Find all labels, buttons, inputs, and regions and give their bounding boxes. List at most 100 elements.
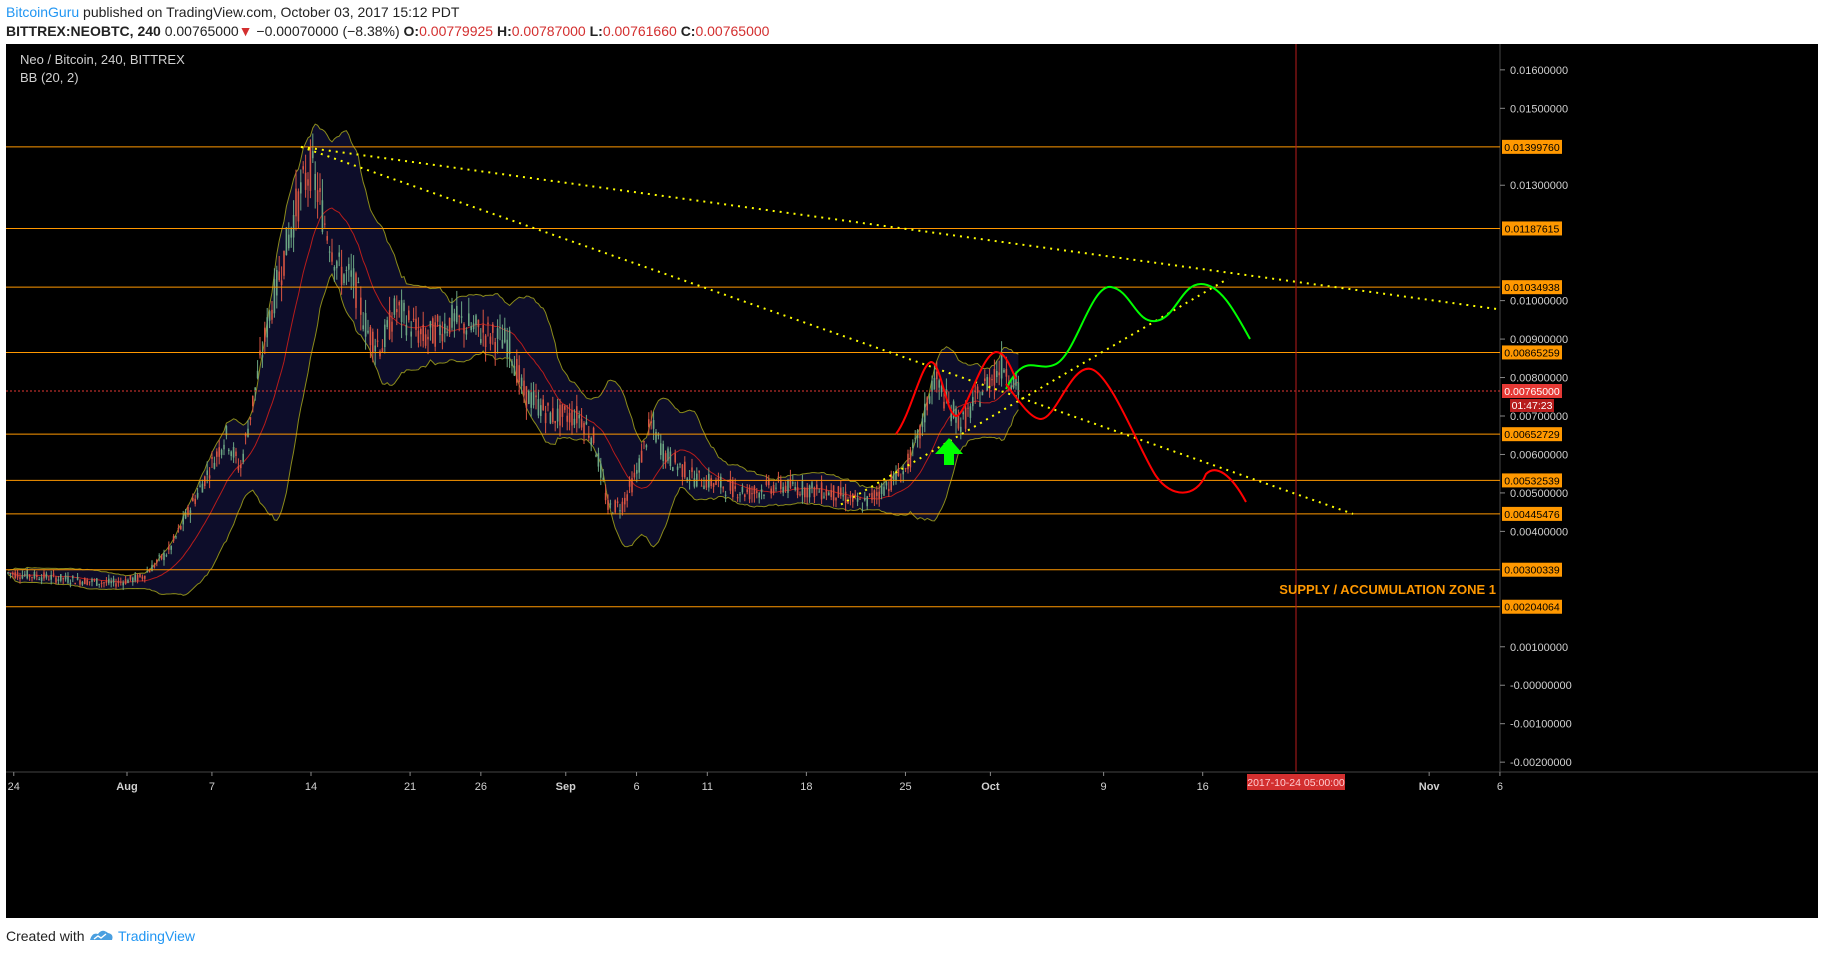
candle-body (249, 417, 252, 420)
candle-body (573, 418, 576, 425)
indicator-label[interactable]: BB (20, 2) (20, 70, 79, 85)
candle-body (417, 330, 420, 343)
bullish-projection[interactable] (1005, 282, 1251, 390)
candle-body (1012, 375, 1015, 388)
candle-body (919, 425, 921, 439)
candle-body (981, 391, 984, 396)
candle-body (660, 443, 662, 456)
candle-body (523, 380, 525, 396)
candle-body (796, 487, 799, 496)
bb-fill (8, 124, 1019, 596)
candle-body (890, 473, 892, 491)
candle-body (722, 487, 724, 489)
candle-body (583, 423, 585, 435)
candle-body (288, 234, 290, 249)
level-price-label: 0.00445476 (1504, 509, 1560, 521)
x-tick-label: 18 (800, 781, 812, 793)
candle-body (127, 579, 129, 584)
candle-body (331, 252, 333, 262)
candle-body (40, 577, 43, 581)
candle-body (904, 468, 907, 470)
x-tick-label: 14 (305, 781, 317, 793)
bearish-projection[interactable] (1005, 367, 1247, 503)
candle-body (187, 506, 189, 516)
y-tick-label: 0.00500000 (1510, 488, 1568, 500)
candle-body (609, 503, 612, 505)
candle-body (256, 370, 259, 379)
level-price-tag (1502, 221, 1562, 236)
candle-body (835, 497, 837, 501)
candle-body (463, 323, 465, 334)
candle-body (43, 572, 45, 579)
candle-body (316, 190, 319, 202)
candle-body (448, 317, 451, 334)
candle-body (244, 434, 247, 437)
candle-body (283, 250, 285, 276)
candle-body (153, 564, 156, 568)
tradingview-link[interactable]: TradingView (118, 928, 196, 944)
candle-body (698, 470, 700, 473)
candle-body (86, 579, 88, 585)
candle-body (837, 486, 840, 498)
candle-body (518, 365, 520, 383)
candle-body (208, 475, 211, 479)
candle-body (391, 321, 393, 332)
candle-body (554, 420, 556, 424)
y-tick-label: 0.00900000 (1510, 334, 1568, 346)
candle-body (950, 413, 952, 422)
upper-trendline[interactable] (300, 145, 1501, 311)
candle-body (45, 573, 48, 578)
high-value: 0.00787000 (511, 23, 586, 39)
candle-body (326, 236, 328, 241)
candle-body (540, 405, 542, 417)
candle-body (614, 500, 616, 513)
down-arrow-icon: ▼ (238, 23, 253, 39)
candle-body (952, 401, 955, 419)
candle-body (501, 339, 504, 349)
candle-body (628, 480, 631, 487)
price-chart[interactable]: 0.01600000 0.01500000 0.01300000 0.01000000… (6, 44, 1818, 918)
candle-body (422, 324, 424, 341)
candle-body (938, 380, 940, 388)
candle-body (300, 182, 302, 194)
close-label: C: (680, 23, 696, 39)
candle-body (412, 318, 415, 320)
candle-body (684, 461, 686, 478)
candle-body (847, 500, 849, 504)
candle-body (859, 498, 861, 500)
candle-body (141, 576, 144, 579)
candle-body (477, 319, 480, 328)
price-change: −0.00070000 (−8.38%) (256, 23, 400, 39)
candle-body (988, 377, 991, 390)
candle-body (825, 489, 828, 496)
candle-body (350, 270, 352, 277)
candle-body (960, 426, 962, 432)
countdown-tag (1510, 399, 1554, 412)
candle-body (782, 487, 784, 493)
candle-body (14, 572, 16, 579)
candle-body (638, 458, 640, 473)
time-marker-label: 2017-10-24 05:00:00 (1247, 777, 1345, 789)
author-link[interactable]: BitcoinGuru (6, 4, 80, 20)
chart-area[interactable]: 0.01600000 0.01500000 0.01300000 0.01000000… (6, 44, 1818, 918)
candle-body (148, 570, 151, 573)
bb-lower-band (7, 272, 1019, 596)
candle-body (324, 223, 326, 225)
candle-body (928, 396, 931, 404)
candle-body (374, 345, 376, 352)
current-price-tag (1502, 384, 1562, 398)
candle-body (578, 415, 580, 419)
candle-body (489, 336, 492, 344)
rising-trendline[interactable] (840, 277, 1229, 506)
candle-body (686, 478, 688, 482)
candle-body (991, 379, 993, 381)
candle-body (120, 581, 122, 583)
candle-body (799, 494, 801, 496)
candle-body (273, 279, 276, 314)
y-tick-label: 0.01000000 (1510, 296, 1568, 308)
candle-body (787, 479, 789, 493)
candle-body (74, 583, 76, 585)
candle-body (967, 407, 969, 409)
candle-body (220, 449, 223, 455)
candle-body (355, 273, 357, 308)
